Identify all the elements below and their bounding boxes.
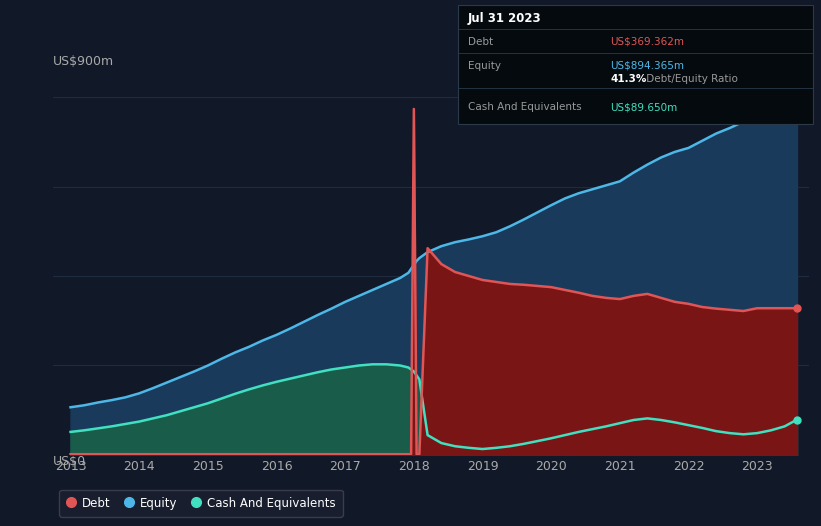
- Text: Debt: Debt: [468, 37, 493, 47]
- Text: US$89.650m: US$89.650m: [610, 102, 677, 112]
- Text: 41.3%: 41.3%: [610, 74, 646, 84]
- Text: Jul 31 2023: Jul 31 2023: [468, 12, 542, 25]
- Text: US$894.365m: US$894.365m: [610, 60, 684, 70]
- Text: US$369.362m: US$369.362m: [610, 37, 684, 47]
- Legend: Debt, Equity, Cash And Equivalents: Debt, Equity, Cash And Equivalents: [59, 490, 342, 517]
- Text: Debt/Equity Ratio: Debt/Equity Ratio: [643, 74, 738, 84]
- Text: Cash And Equivalents: Cash And Equivalents: [468, 102, 581, 112]
- Text: US$0: US$0: [53, 455, 86, 468]
- Text: Equity: Equity: [468, 60, 501, 70]
- Text: US$900m: US$900m: [53, 55, 114, 68]
